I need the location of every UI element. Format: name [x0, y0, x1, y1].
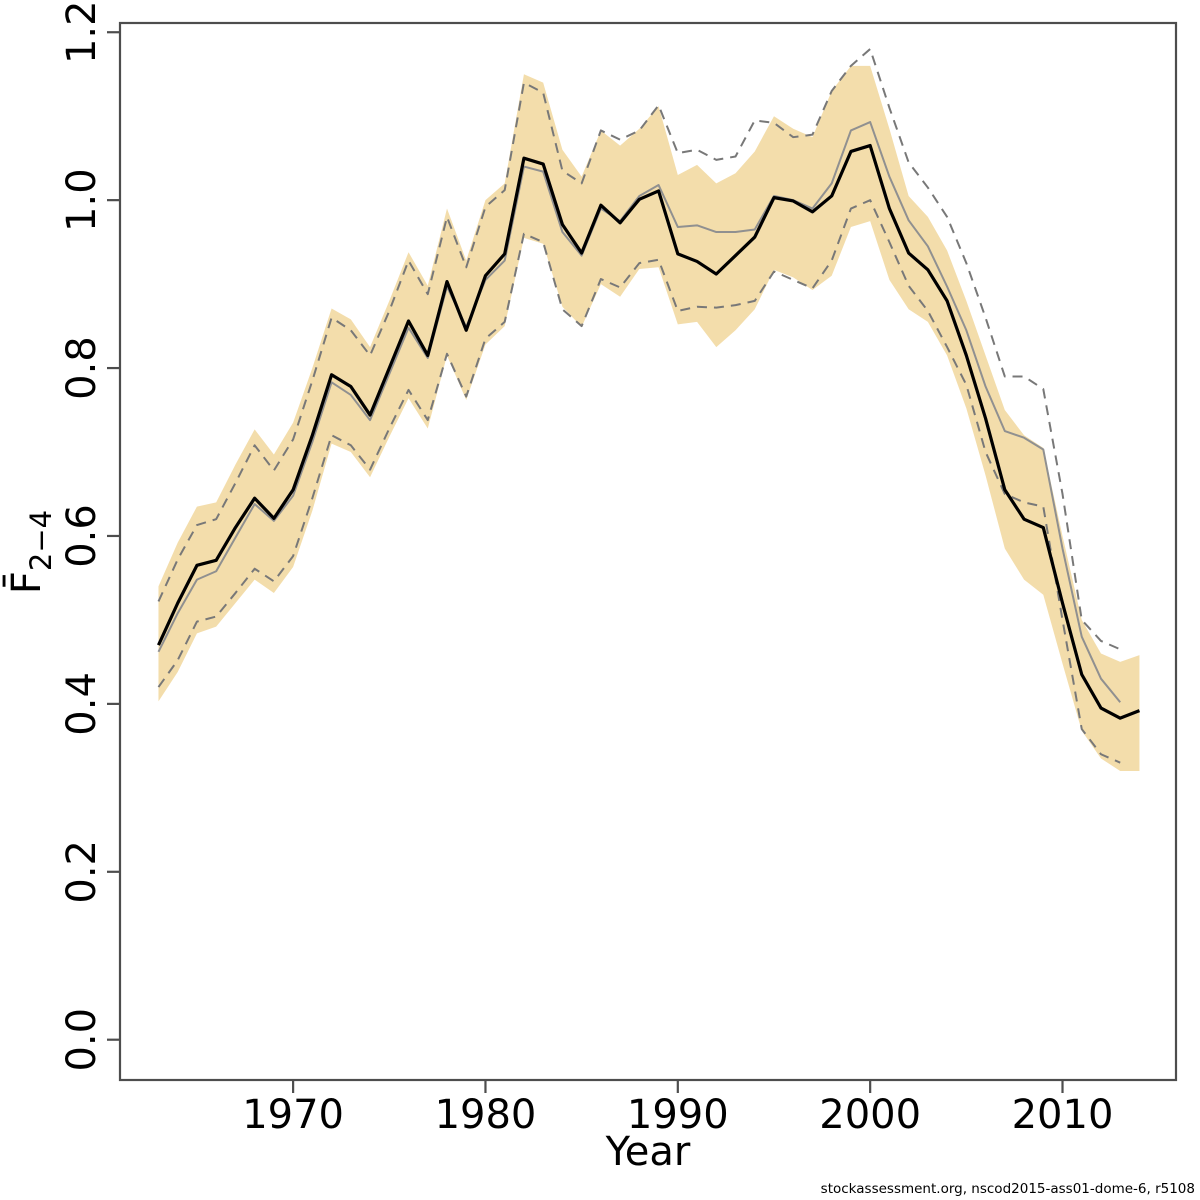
- x-axis-ticks: 1970 1980 1990 2000 2010: [242, 1080, 1113, 1138]
- y-tick-label: 0.8: [59, 336, 105, 400]
- y-axis-title-subscript: 2−4: [24, 510, 58, 571]
- y-axis-title-main: F̄: [2, 571, 50, 594]
- y-tick-label: 1.2: [59, 0, 105, 64]
- y-tick-label: 0.0: [59, 1008, 105, 1072]
- series-line-2: [157, 48, 1121, 651]
- series-line-0: [157, 143, 1141, 720]
- x-tick-label: 2000: [819, 1092, 921, 1138]
- series-line-3: [157, 199, 1121, 764]
- y-tick-label: 0.6: [59, 504, 105, 568]
- confidence-band: [158, 65, 1140, 772]
- x-axis-title: Year: [605, 1129, 691, 1175]
- confidence-band-polygon: [158, 65, 1140, 772]
- x-tick-label: 2010: [1012, 1092, 1114, 1138]
- data-series-lines: [157, 48, 1141, 764]
- y-tick-label: 0.4: [59, 672, 105, 736]
- series-line-1: [157, 121, 1121, 703]
- y-tick-label: 1.0: [59, 168, 105, 232]
- y-axis-ticks: 0.0 0.2 0.4 0.6 0.8 1.0 1.2: [59, 0, 120, 1072]
- y-tick-label: 0.2: [59, 840, 105, 904]
- x-tick-label: 1990: [627, 1092, 729, 1138]
- y-axis-title: F̄2−4: [2, 510, 58, 594]
- plot-area-frame: [118, 21, 1178, 1082]
- credit-text: stockassessment.org, nscod2015-ass01-dom…: [821, 1181, 1195, 1197]
- x-tick-label: 1970: [242, 1092, 344, 1138]
- x-tick-label: 1980: [435, 1092, 537, 1138]
